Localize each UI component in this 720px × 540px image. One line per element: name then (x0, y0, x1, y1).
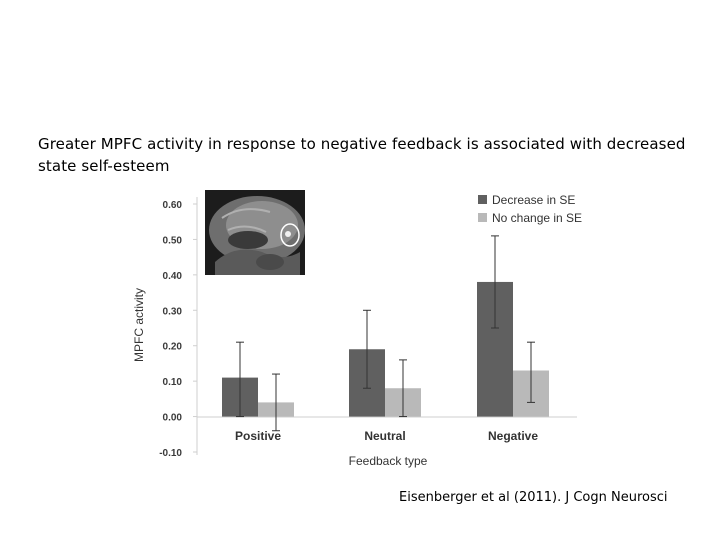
citation: Eisenberger et al (2011). J Cogn Neurosc… (399, 490, 668, 505)
y-tick-label: 0.00 (163, 413, 183, 424)
chart-legend: Decrease in SE No change in SE (478, 193, 582, 225)
y-tick-label: 0.10 (163, 377, 183, 388)
y-tick-label: 0.20 (163, 342, 183, 353)
x-category-label: Neutral (364, 429, 405, 443)
x-category-label: Negative (488, 429, 538, 443)
y-tick-label: -0.10 (159, 448, 182, 459)
legend-swatch-nochange (478, 213, 487, 222)
y-tick-label: 0.30 (163, 306, 183, 317)
y-axis-label: MPFC activity (132, 288, 146, 362)
brain-mri-icon (205, 190, 305, 275)
y-tick-label: 0.60 (163, 200, 183, 211)
x-axis-label: Feedback type (349, 454, 428, 468)
legend-label-nochange: No change in SE (492, 211, 582, 225)
slide-caption: Greater MPFC activity in response to neg… (38, 135, 686, 175)
x-category-label: Positive (235, 429, 281, 443)
legend-swatch-decrease (478, 195, 487, 204)
y-tick-label: 0.40 (163, 271, 183, 282)
y-tick-label: 0.50 (163, 235, 183, 246)
legend-label-decrease: Decrease in SE (492, 193, 575, 207)
